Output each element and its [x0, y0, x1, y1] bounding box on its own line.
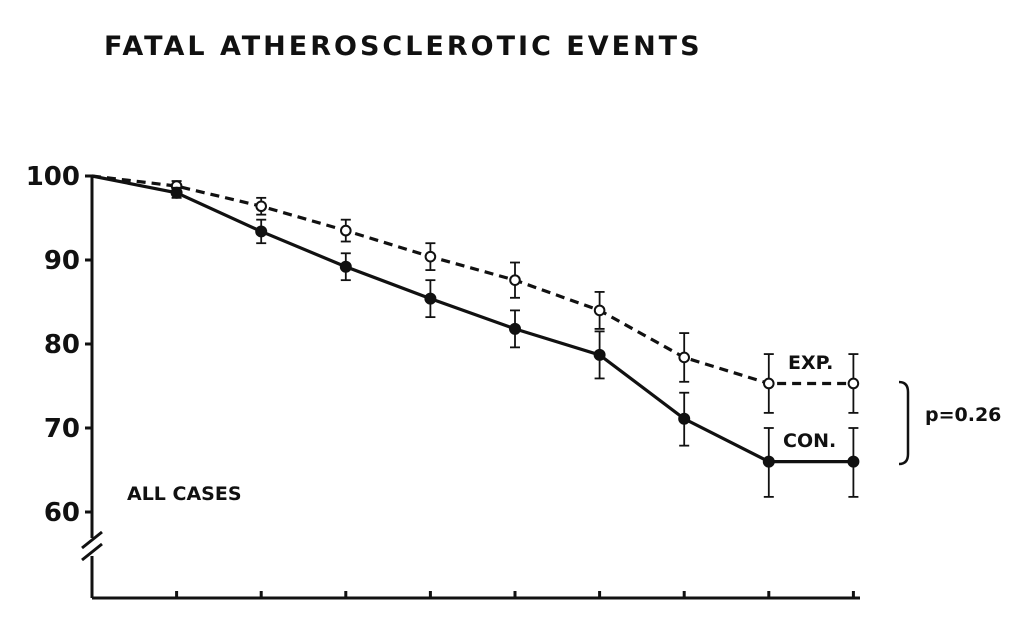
y-tick-label-100: 100 [26, 162, 80, 192]
data-point-con-5 [509, 322, 521, 335]
legend-label-con: CON. [783, 430, 836, 452]
data-point-exp-4 [424, 250, 437, 263]
data-point-exp-9 [847, 377, 860, 390]
data-point-con-6 [593, 348, 606, 361]
series-line-con [91, 174, 854, 464]
y-tick-label-60: 60 [44, 498, 80, 528]
data-point-exp-7 [678, 351, 691, 364]
data-point-con-9 [847, 455, 860, 468]
data-point-exp-3 [340, 224, 352, 237]
data-point-exp-8 [763, 377, 775, 390]
data-point-exp-6 [593, 304, 606, 317]
series-line-exp [91, 174, 854, 386]
data-point-con-3 [339, 260, 352, 273]
series-exp [91, 174, 860, 414]
data-point-con-1 [170, 186, 183, 199]
subset-label: ALL CASES [127, 483, 242, 505]
data-point-exp-2 [255, 200, 268, 213]
p-value-label: p=0.26 [925, 404, 1001, 426]
legend-label-exp: EXP. [788, 352, 833, 374]
y-axis-break-mark-1 [81, 530, 103, 550]
significance-bracket [898, 380, 910, 466]
series-con [91, 174, 860, 498]
data-point-con-8 [762, 455, 775, 468]
data-point-con-7 [678, 412, 691, 425]
series-group [91, 174, 860, 498]
chart-title: FATAL ATHEROSCLEROTIC EVENTS [104, 31, 703, 62]
y-tick-label-80: 80 [44, 330, 80, 360]
axes-group: 100 90 80 70 60 [26, 162, 860, 600]
y-axis-break-mark-2 [81, 542, 103, 562]
data-point-con-4 [424, 292, 437, 305]
data-point-exp-5 [509, 274, 521, 286]
y-tick-label-90: 90 [44, 246, 80, 276]
data-point-con-2 [255, 225, 268, 238]
y-tick-label-70: 70 [44, 414, 80, 444]
